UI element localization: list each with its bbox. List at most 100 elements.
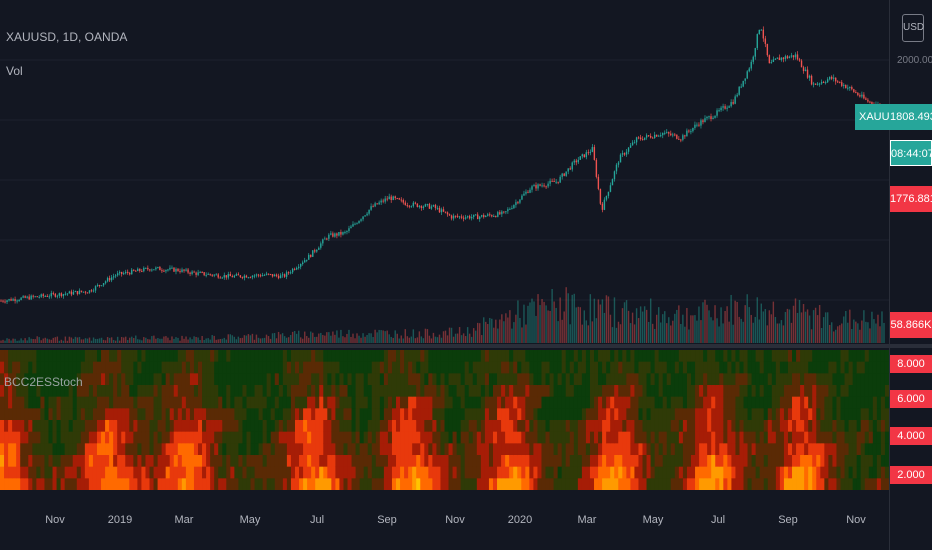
volume-bar (847, 322, 849, 343)
price-axis[interactable] (889, 0, 932, 550)
volume-bar (674, 313, 676, 343)
heatmap-cell (327, 420, 332, 433)
heatmap-cell (844, 431, 849, 444)
heatmap-cell (226, 408, 231, 421)
volume-bar (352, 333, 354, 343)
heatmap-cell (804, 420, 809, 433)
volume-bar (418, 331, 421, 343)
currency-button[interactable]: USD (902, 14, 924, 42)
heatmap-cell (226, 478, 231, 490)
heatmap-cell (32, 478, 37, 490)
heatmap-cell (783, 466, 789, 479)
heatmap-cell (735, 408, 740, 421)
heatmap-cell (52, 385, 57, 398)
candle-body (833, 77, 835, 79)
price-chart[interactable] (0, 0, 889, 344)
heatmap-cell (412, 361, 417, 374)
heatmap-cell (20, 455, 25, 468)
heatmap-cell (448, 443, 453, 456)
heatmap-cell (771, 350, 777, 363)
heatmap-cell (589, 408, 595, 421)
oscillator-heatmap[interactable] (0, 350, 889, 490)
candle-body (599, 188, 602, 204)
heatmap-cell (242, 385, 247, 398)
heatmap-cell (153, 408, 158, 421)
heatmap-cell (622, 385, 627, 398)
heatmap-cell (630, 478, 635, 490)
heatmap-cell (319, 443, 324, 456)
heatmap-cell (456, 466, 462, 479)
heatmap-cell (594, 408, 599, 421)
heatmap-cell (585, 431, 591, 444)
heatmap-cell (101, 455, 106, 468)
heatmap-cell (193, 396, 199, 409)
heatmap-cell (202, 420, 207, 433)
candle-body (762, 29, 765, 39)
candle-body (223, 275, 225, 278)
candle-body (651, 137, 654, 139)
candle-body (392, 196, 394, 201)
heatmap-cell (771, 361, 777, 374)
heatmap-cell (699, 455, 704, 468)
heatmap-cell (177, 408, 183, 421)
heatmap-cell (509, 396, 514, 409)
heatmap-cell (670, 350, 676, 363)
volume-bar (861, 320, 863, 343)
heatmap-cell (884, 350, 889, 363)
volume-bar (72, 338, 75, 343)
candle-body (44, 296, 46, 298)
volume-bar (316, 336, 318, 343)
volume-bar (551, 289, 553, 343)
volume-bar (837, 326, 839, 343)
heatmap-cell (416, 420, 421, 433)
candle-body (726, 107, 728, 109)
heatmap-cell (52, 455, 57, 468)
heatmap-cell (537, 478, 542, 490)
heatmap-cell (327, 373, 332, 386)
candle-body (400, 199, 402, 201)
volume-bar (806, 309, 809, 343)
heatmap-cell (436, 350, 441, 363)
heatmap-cell (763, 466, 769, 479)
heatmap-cell (52, 350, 57, 363)
volume-bar (267, 336, 270, 343)
heatmap-cell (371, 431, 377, 444)
heatmap-cell (577, 420, 583, 433)
heatmap-cell (44, 385, 49, 398)
heatmap-cell (690, 455, 696, 468)
heatmap-cell (315, 455, 320, 468)
heatmap-cell (153, 478, 158, 490)
heatmap-cell (480, 385, 486, 398)
heatmap-cell (739, 350, 744, 363)
heatmap-cell (642, 396, 647, 409)
heatmap-cell (783, 408, 789, 421)
heatmap-cell (8, 350, 13, 363)
heatmap-cell (581, 466, 587, 479)
heatmap-cell (428, 408, 433, 421)
heatmap-cell (24, 350, 29, 363)
candle-body (24, 296, 26, 298)
volume-bar (364, 336, 366, 343)
heatmap-cell (509, 420, 514, 433)
heatmap-cell (529, 478, 534, 490)
volume-bar (776, 323, 779, 343)
heatmap-cell (452, 385, 458, 398)
candle-body (257, 274, 260, 276)
candle-body (26, 296, 28, 298)
heatmap-cell (412, 408, 417, 421)
volume-bar (686, 308, 688, 343)
heatmap-cell (117, 385, 122, 398)
heatmap-cell (331, 350, 336, 363)
heatmap-cell (274, 431, 280, 444)
volume-bar (529, 302, 531, 343)
volume-bar (688, 329, 690, 343)
heatmap-cell (387, 350, 393, 363)
heatmap-cell (755, 373, 761, 386)
heatmap-cell (703, 443, 708, 456)
heatmap-cell (561, 420, 567, 433)
heatmap-cell (642, 350, 647, 363)
heatmap-cell (367, 408, 373, 421)
heatmap-cell (513, 385, 518, 398)
pane-divider[interactable] (0, 344, 932, 348)
heatmap-cell (416, 396, 421, 409)
